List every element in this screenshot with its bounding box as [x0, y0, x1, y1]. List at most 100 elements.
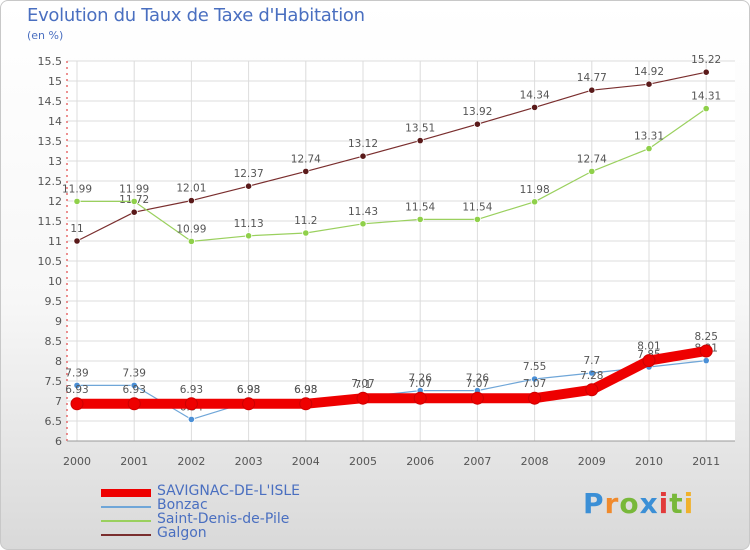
- data-point-2: [588, 167, 596, 175]
- data-point-3: [245, 182, 253, 190]
- series-line-2: [76, 108, 707, 242]
- legend-swatch: [101, 520, 151, 522]
- legend-swatch: [101, 506, 151, 508]
- data-label-0: 7.07: [351, 378, 374, 390]
- data-point-3: [187, 197, 195, 205]
- data-point-3: [473, 120, 481, 128]
- logo-letter: t: [669, 487, 684, 520]
- data-label-2: 11.99: [62, 183, 92, 195]
- data-label-3: 11: [70, 223, 83, 235]
- y-tick-label: 14: [48, 115, 62, 128]
- data-label-3: 13.51: [405, 123, 435, 135]
- y-tick-label: 7.5: [45, 375, 63, 388]
- y-tick-label: 15.5: [38, 55, 63, 68]
- x-tick-label: 2007: [463, 455, 491, 468]
- data-label-0: 7.07: [409, 378, 432, 390]
- data-label-0: 6.93: [237, 384, 260, 396]
- y-tick-label: 13: [48, 155, 62, 168]
- y-tick-label: 9.5: [45, 295, 63, 308]
- x-tick-label: 2001: [120, 455, 148, 468]
- data-label-2: 14.31: [691, 91, 721, 103]
- chart-title: Evolution du Taux de Taxe d'Habitation: [27, 5, 365, 26]
- data-point-0: [242, 397, 256, 411]
- data-point-3: [645, 80, 653, 88]
- data-label-0: 7.28: [580, 370, 603, 382]
- data-label-1: 7.39: [123, 367, 146, 379]
- data-point-1: [187, 415, 195, 423]
- y-tick-label: 13.5: [38, 135, 63, 148]
- x-tick-label: 2000: [63, 455, 91, 468]
- data-label-1: 7.55: [523, 361, 546, 373]
- data-label-0: 6.93: [180, 384, 203, 396]
- data-point-2: [702, 105, 710, 113]
- y-tick-label: 6.5: [45, 415, 63, 428]
- x-tick-label: 2010: [635, 455, 663, 468]
- data-label-1: 7.26: [466, 373, 490, 385]
- y-tick-label: 10.5: [38, 255, 63, 268]
- data-point-2: [645, 145, 653, 153]
- data-point-3: [530, 103, 539, 112]
- series-line-0: [72, 346, 712, 409]
- logo-letter: o: [619, 487, 640, 520]
- proxiti-logo: Proxiti: [583, 487, 694, 520]
- data-label-0: 6.93: [294, 384, 317, 396]
- data-label-0: 7.07: [523, 378, 546, 390]
- y-tick-label: 10: [48, 275, 62, 288]
- data-label-2: 11.98: [520, 184, 550, 196]
- x-tick-label: 2011: [692, 455, 720, 468]
- legend-label: SAVIGNAC-DE-L'ISLE: [157, 483, 301, 499]
- legend-label: Saint-Denis-de-Pile: [157, 511, 290, 527]
- data-point-0: [413, 391, 427, 405]
- data-point-3: [702, 68, 710, 76]
- data-label-2: 12.74: [577, 153, 607, 165]
- data-label-3: 12.01: [176, 183, 206, 195]
- data-label-3: 15.22: [691, 54, 721, 66]
- data-point-0: [642, 354, 656, 368]
- logo-letter: i: [658, 487, 670, 520]
- data-point-3: [73, 237, 81, 245]
- data-label-3: 14.92: [634, 66, 664, 78]
- data-point-1: [702, 356, 710, 365]
- data-point-3: [130, 208, 138, 216]
- y-tick-label: 14.5: [38, 95, 63, 108]
- data-label-0: 6.93: [123, 384, 146, 396]
- data-label-3: 12.37: [234, 168, 264, 180]
- data-point-0: [699, 344, 713, 358]
- x-tick-label: 2008: [521, 455, 549, 468]
- data-label-1: 7.39: [65, 367, 88, 379]
- y-tick-label: 9: [55, 315, 62, 328]
- data-label-2: 11.2: [294, 215, 317, 227]
- legend-label: Galgon: [157, 525, 207, 541]
- y-tick-label: 12.5: [38, 175, 63, 188]
- data-point-3: [359, 152, 367, 160]
- data-point-0: [127, 397, 141, 411]
- y-tick-label: 8.5: [45, 335, 63, 348]
- data-point-2: [130, 197, 138, 205]
- data-point-0: [299, 397, 313, 411]
- y-tick-label: 7: [55, 395, 62, 408]
- data-point-2: [73, 197, 81, 205]
- data-point-2: [416, 215, 424, 223]
- data-point-2: [530, 198, 539, 206]
- y-tick-label: 11.5: [38, 215, 63, 228]
- y-tick-label: 15: [48, 75, 62, 88]
- logo-letter: i: [683, 487, 695, 520]
- x-tick-label: 2002: [177, 455, 205, 468]
- data-point-0: [585, 383, 599, 397]
- data-label-1: 6.98: [294, 384, 317, 396]
- data-point-0: [470, 391, 484, 405]
- data-label-3: 14.34: [520, 89, 550, 101]
- data-label-1: 6.98: [237, 384, 260, 396]
- chart-subtitle: (en %): [27, 29, 64, 42]
- data-point-0: [528, 391, 542, 405]
- data-point-1: [73, 381, 81, 389]
- x-tick-label: 2003: [235, 455, 263, 468]
- data-label-0: 8.25: [695, 331, 718, 343]
- data-label-2: 11.54: [462, 201, 492, 213]
- legend-swatch: [101, 489, 151, 497]
- data-point-3: [302, 167, 310, 175]
- y-tick-label: 11: [48, 235, 62, 248]
- y-tick-label: 6: [55, 435, 62, 448]
- data-point-2: [187, 237, 195, 245]
